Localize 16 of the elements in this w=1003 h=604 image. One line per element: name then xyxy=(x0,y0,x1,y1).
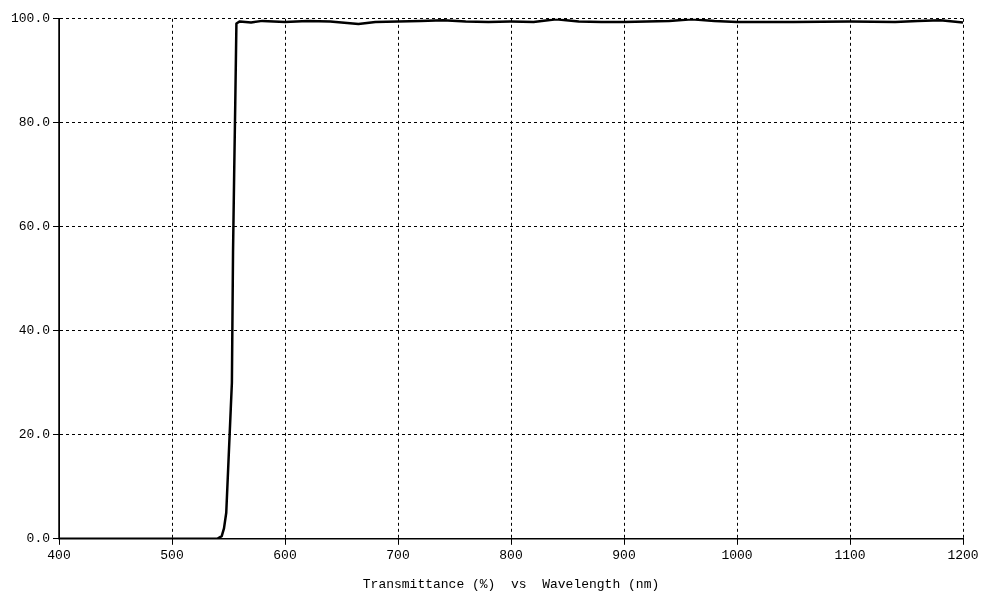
x-tick-label: 500 xyxy=(160,548,184,564)
x-tick-label: 600 xyxy=(273,548,297,564)
x-tick-label: 900 xyxy=(612,548,636,564)
y-tick-label: 80.0 xyxy=(18,115,51,131)
y-tick-label: 60.0 xyxy=(18,219,51,235)
y-tick-label: 40.0 xyxy=(18,323,51,339)
x-tick-label: 400 xyxy=(47,548,71,564)
y-tick-label: 20.0 xyxy=(18,427,51,443)
x-tick-label: 1100 xyxy=(834,548,866,564)
x-axis-title: Transmittance (%) vs Wavelength (nm) xyxy=(362,576,660,592)
y-tick-label: 0.0 xyxy=(26,531,51,547)
x-tick-label: 1000 xyxy=(721,548,753,564)
x-tick-label: 700 xyxy=(386,548,410,564)
y-tick-label: 100.0 xyxy=(10,11,51,27)
x-tick-label: 1200 xyxy=(947,548,979,564)
x-tick-label: 800 xyxy=(499,548,523,564)
